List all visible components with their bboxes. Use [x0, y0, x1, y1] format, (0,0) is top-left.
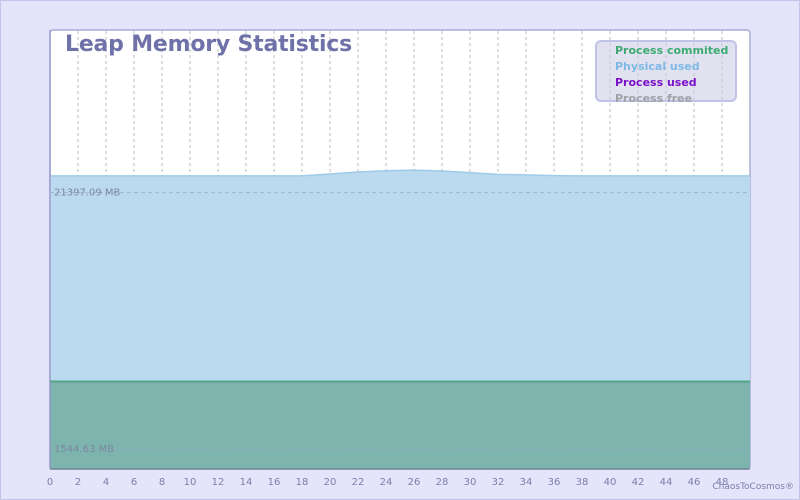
x-tick-label: 10	[184, 477, 197, 488]
x-tick-label: 14	[240, 477, 253, 488]
x-tick-label: 26	[408, 477, 421, 488]
x-tick-label: 6	[131, 477, 137, 488]
x-tick-label: 28	[436, 477, 449, 488]
x-tick-label: 4	[103, 477, 109, 488]
x-tick-label: 8	[159, 477, 165, 488]
legend-entry-process-free: Process free	[615, 92, 693, 105]
legend-entry-physical-used: Physical used	[615, 60, 700, 73]
series-area-process-commited	[50, 381, 750, 469]
x-tick-label: 18	[296, 477, 309, 488]
y-reference-label: 1544.63 MB	[54, 444, 114, 455]
x-tick-label: 40	[604, 477, 617, 488]
credit-text: ChaosToCosmos®	[712, 482, 794, 492]
chart-legend: Process commited Physical used Process u…	[595, 40, 737, 105]
x-tick-label: 36	[548, 477, 561, 488]
x-tick-label: 42	[632, 477, 645, 488]
x-tick-label: 12	[212, 477, 225, 488]
x-tick-label: 34	[520, 477, 533, 488]
x-tick-label: 46	[688, 477, 701, 488]
x-tick-label: 32	[492, 477, 505, 488]
legend-entry-process-used: Process used	[615, 76, 697, 89]
chart-title: Leap Memory Statistics	[65, 32, 353, 57]
x-tick-label: 38	[576, 477, 589, 488]
x-tick-label: 24	[380, 477, 393, 488]
y-reference-label: 21397.09 MB	[54, 188, 121, 199]
x-tick-label: 30	[464, 477, 477, 488]
x-tick-label: 48	[716, 477, 729, 488]
x-tick-label: 44	[660, 477, 673, 488]
x-tick-label: 2	[75, 477, 81, 488]
series-line-physical-used	[50, 169, 750, 177]
x-tick-label: 0	[47, 477, 53, 488]
x-tick-label: 16	[268, 477, 281, 488]
legend-entry-process-commited: Process commited	[615, 44, 729, 57]
x-tick-label: 22	[352, 477, 365, 488]
x-tick-label: 20	[324, 477, 337, 488]
